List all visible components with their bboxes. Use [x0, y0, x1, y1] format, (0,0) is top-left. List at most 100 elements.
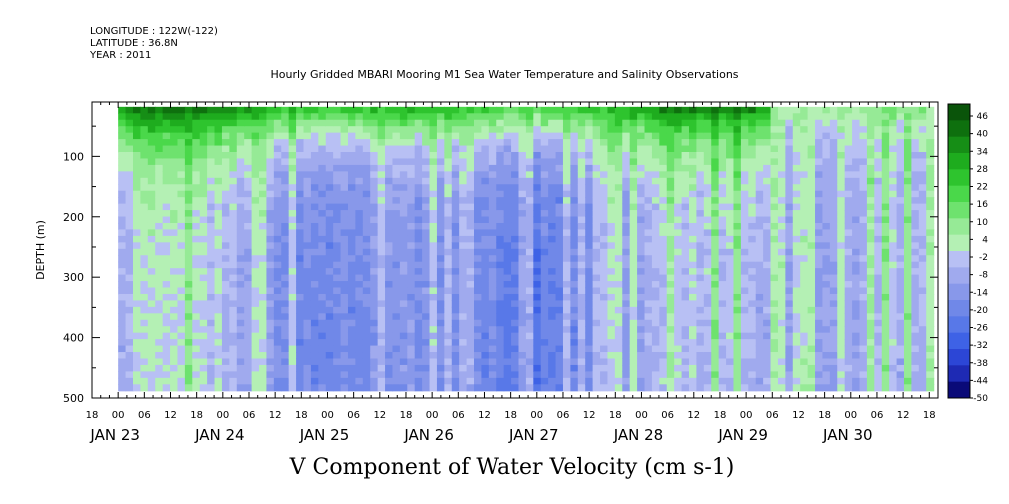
- heatmap-cell: [244, 377, 253, 385]
- heatmap-cell: [459, 326, 468, 334]
- heatmap-cell: [614, 306, 623, 314]
- heatmap-cell: [362, 345, 371, 353]
- heatmap-cell: [429, 145, 438, 153]
- heatmap-cell: [170, 255, 179, 263]
- heatmap-cell: [689, 287, 698, 295]
- heatmap-cell: [874, 190, 883, 198]
- heatmap-cell: [926, 222, 935, 231]
- heatmap-cell: [681, 300, 690, 308]
- heatmap-cell: [748, 177, 757, 185]
- heatmap-cell: [459, 364, 468, 372]
- heatmap-cell: [481, 197, 490, 205]
- heatmap-cell: [207, 242, 216, 250]
- heatmap-cell: [407, 158, 416, 166]
- heatmap-cell: [866, 345, 875, 353]
- heatmap-cell: [377, 281, 386, 289]
- heatmap-cell: [651, 268, 660, 276]
- heatmap-cell: [740, 364, 749, 372]
- heatmap-cell: [844, 132, 853, 140]
- heatmap-cell: [718, 371, 727, 379]
- heatmap-cell: [703, 377, 712, 385]
- heatmap-cell: [155, 293, 164, 302]
- heatmap-cell: [659, 255, 668, 263]
- heatmap-cell: [273, 119, 282, 127]
- heatmap-cell: [726, 352, 735, 360]
- heatmap-cell: [377, 242, 386, 250]
- heatmap-cell: [333, 235, 342, 243]
- heatmap-cell: [399, 197, 408, 205]
- heatmap-cell: [726, 293, 735, 302]
- heatmap-cell: [155, 158, 164, 166]
- heatmap-cell: [918, 190, 927, 198]
- heatmap-cell: [785, 358, 794, 366]
- heatmap-cell: [792, 139, 801, 147]
- heatmap-cell: [689, 139, 698, 147]
- heatmap-cell: [659, 203, 668, 211]
- heatmap-cell: [177, 358, 186, 366]
- heatmap-cell: [703, 339, 712, 347]
- heatmap-cell: [392, 171, 401, 179]
- heatmap-cell: [184, 139, 193, 147]
- heatmap-cell: [592, 319, 601, 327]
- heatmap-cell: [852, 261, 861, 269]
- heatmap-cell: [800, 287, 809, 295]
- heatmap-cell: [651, 384, 660, 392]
- heatmap-cell: [874, 281, 883, 289]
- heatmap-cell: [474, 358, 483, 366]
- heatmap-cell: [251, 222, 260, 231]
- heatmap-cell: [837, 235, 846, 243]
- heatmap-cell: [147, 371, 156, 379]
- heatmap-cell: [244, 345, 253, 353]
- heatmap-cell: [125, 300, 134, 308]
- heatmap-cell: [926, 197, 935, 205]
- heatmap-cell: [347, 164, 356, 172]
- heatmap-cell: [881, 371, 890, 379]
- heatmap-cell: [696, 145, 705, 153]
- heatmap-cell: [518, 222, 527, 231]
- heatmap-cell: [236, 222, 245, 231]
- heatmap-cell: [199, 248, 208, 256]
- heatmap-cell: [503, 377, 512, 385]
- heatmap-cell: [600, 158, 609, 166]
- heatmap-cell: [466, 197, 475, 205]
- heatmap-cell: [318, 255, 327, 263]
- heatmap-cell: [333, 139, 342, 147]
- heatmap-cell: [496, 164, 505, 172]
- heatmap-cell: [236, 332, 245, 340]
- heatmap-cell: [607, 229, 616, 237]
- heatmap-cell: [207, 113, 216, 121]
- heatmap-cell: [370, 319, 379, 327]
- heatmap-cell: [207, 126, 216, 134]
- heatmap-cell: [184, 145, 193, 153]
- heatmap-cell: [355, 126, 364, 134]
- heatmap-cell: [674, 339, 683, 347]
- heatmap-cell: [296, 332, 305, 340]
- heatmap-cell: [763, 313, 772, 321]
- heatmap-cell: [273, 235, 282, 243]
- heatmap-cell: [511, 145, 520, 153]
- heatmap-cell: [926, 132, 935, 140]
- heatmap-cell: [540, 313, 549, 321]
- heatmap-cell: [444, 113, 453, 121]
- heatmap-cell: [355, 358, 364, 366]
- heatmap-cell: [592, 313, 601, 321]
- heatmap-cell: [859, 210, 868, 218]
- heatmap-cell: [726, 339, 735, 347]
- heatmap-cell: [147, 145, 156, 153]
- heatmap-cell: [674, 152, 683, 160]
- heatmap-cell: [429, 203, 438, 211]
- heatmap-cell: [266, 177, 275, 185]
- heatmap-cell: [548, 384, 557, 392]
- heatmap-cell: [377, 164, 386, 172]
- heatmap-cell: [607, 235, 616, 243]
- heatmap-cell: [585, 177, 594, 185]
- heatmap-cell: [466, 281, 475, 289]
- heatmap-cell: [399, 364, 408, 372]
- heatmap-cell: [763, 287, 772, 295]
- heatmap-cell: [711, 184, 720, 192]
- heatmap-cell: [577, 248, 586, 256]
- heatmap-cell: [132, 113, 141, 121]
- heatmap-cell: [518, 384, 527, 392]
- heatmap-cell: [681, 106, 690, 114]
- heatmap-cell: [266, 287, 275, 295]
